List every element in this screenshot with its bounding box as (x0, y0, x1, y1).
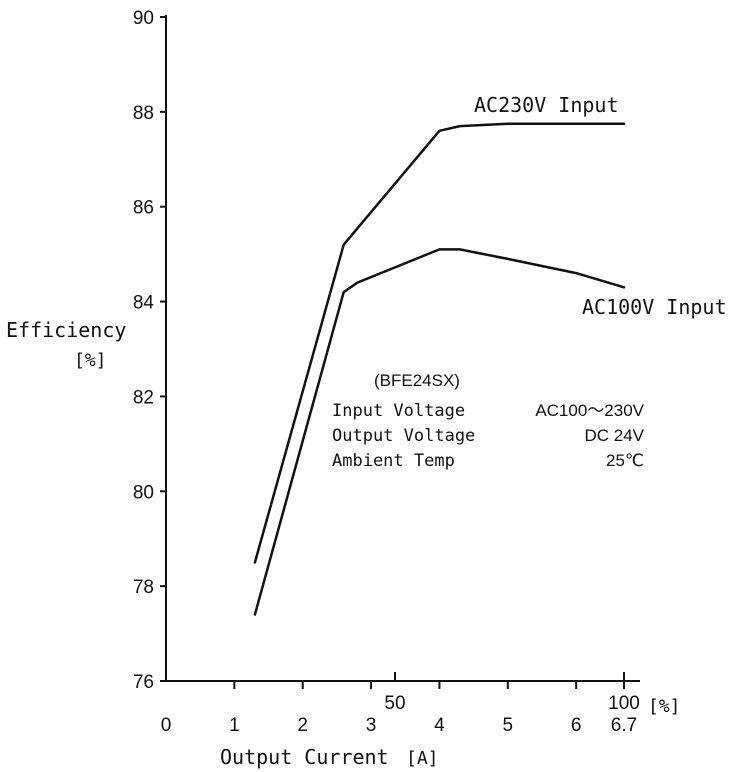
spec-label-ambient-temp: Ambient Temp (332, 451, 455, 471)
series-label-ac230v: AC230V Input (474, 93, 619, 117)
percent-tick-label: 100 (608, 693, 640, 714)
x-axis-unit: [A] (406, 748, 439, 769)
series-label-ac100v: AC100V Input (582, 295, 727, 319)
x-axis-ticks: 0 1 2 3 4 5 6 6.7 (161, 681, 637, 736)
y-axis-ticks: 76 78 80 82 84 86 88 90 (133, 8, 166, 693)
x-tick-label: 6 (571, 715, 582, 736)
spec-value-output-voltage: DC 24V (584, 426, 644, 445)
y-axis-title: Efficiency (6, 318, 126, 342)
x-tick-label: 2 (297, 715, 308, 736)
x-tick-label: 4 (434, 715, 445, 736)
percent-axis-ticks: 50 100 (384, 672, 640, 714)
y-tick-label: 84 (133, 293, 155, 314)
series-line-ac230v (253, 122, 626, 564)
y-tick-label: 86 (133, 198, 154, 219)
percent-unit: [%] (648, 696, 681, 717)
chart-axes (165, 15, 640, 682)
x-tick-label: 5 (503, 715, 514, 736)
x-tick-label: 3 (366, 715, 377, 736)
y-tick-label: 80 (133, 482, 154, 503)
spec-value-ambient-temp: 25℃ (606, 451, 644, 470)
y-axis-unit: [%] (74, 350, 107, 371)
series-lines (253, 122, 626, 616)
spec-label-output-voltage: Output Voltage (332, 426, 475, 446)
y-tick-label: 90 (133, 8, 154, 29)
spec-info-block: (BFE24SX) Input Voltage AC100～230V Outpu… (332, 371, 645, 471)
x-tick-label: 1 (229, 715, 240, 736)
y-tick-label: 78 (133, 577, 154, 598)
model-name: (BFE24SX) (374, 371, 460, 390)
spec-value-input-voltage: AC100～230V (535, 401, 644, 420)
percent-tick-label: 50 (384, 693, 405, 714)
y-tick-label: 82 (133, 387, 154, 408)
series-line-ac100v (253, 248, 626, 616)
y-tick-label: 76 (133, 672, 154, 693)
y-tick-label: 88 (133, 103, 154, 124)
x-axis-title: Output Current (220, 745, 389, 769)
x-tick-label: 0 (161, 715, 172, 736)
x-tick-label: 6.7 (611, 715, 637, 736)
spec-label-input-voltage: Input Voltage (332, 401, 465, 421)
